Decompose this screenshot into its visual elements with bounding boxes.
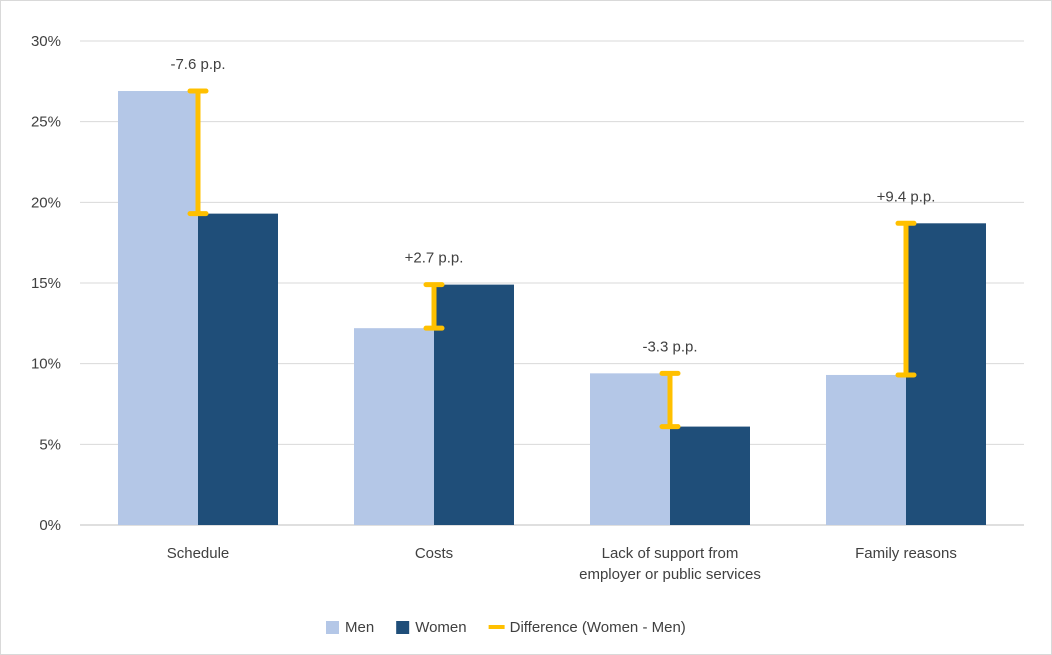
x-axis: Schedule Costs Lack of support from employe… <box>167 545 957 583</box>
y-tick-label: 25% <box>31 114 61 131</box>
legend-label: Women <box>415 619 466 636</box>
legend-swatch-men <box>326 621 339 634</box>
difference-label: -3.3 p.p. <box>642 338 697 355</box>
bar-men <box>826 374 906 525</box>
x-tick-label: Schedule <box>167 545 230 562</box>
y-tick-label: 10% <box>31 356 61 373</box>
y-tick-label: 5% <box>39 436 61 453</box>
legend-label: Men <box>345 619 374 636</box>
legend-label: Difference (Women - Men) <box>510 619 686 636</box>
y-tick-label: 0% <box>39 517 61 534</box>
difference-label: -7.6 p.p. <box>170 56 225 73</box>
bar-women <box>906 223 986 525</box>
y-axis: 0% 5% 10% 15% 20% 25% 30% <box>31 33 61 534</box>
x-tick-label: Costs <box>415 545 453 562</box>
y-tick-label: 15% <box>31 275 61 292</box>
x-tick-label: Lack of support from <box>602 545 739 562</box>
difference-label: +2.7 p.p. <box>405 250 464 267</box>
bar-women <box>434 284 514 525</box>
bar-women <box>198 213 278 526</box>
x-tick-label: employer or public services <box>579 566 761 583</box>
y-tick-label: 30% <box>31 33 61 50</box>
legend: Men Women Difference (Women - Men) <box>326 619 686 636</box>
y-tick-label: 20% <box>31 194 61 211</box>
bar-women <box>670 426 750 525</box>
bar-men <box>590 373 670 525</box>
difference-markers: -7.6 p.p. +2.7 p.p. -3.3 p.p. +9.4 p.p. <box>170 56 936 430</box>
bar-men <box>118 91 198 525</box>
legend-swatch-women <box>396 621 410 634</box>
difference-label: +9.4 p.p. <box>877 188 936 205</box>
bars <box>118 91 986 526</box>
x-tick-label: Family reasons <box>855 545 957 562</box>
bar-men <box>354 328 434 525</box>
